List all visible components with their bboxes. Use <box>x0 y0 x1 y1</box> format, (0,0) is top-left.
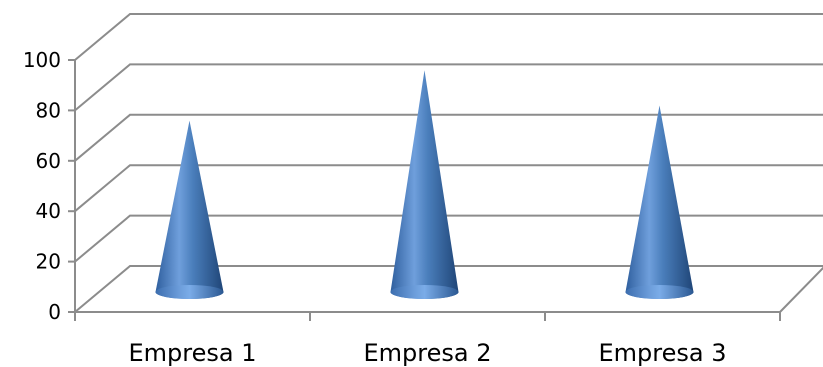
cone-1 <box>155 120 224 299</box>
y-tick-label: 20 <box>36 250 61 274</box>
floor-edge <box>779 266 823 313</box>
y-tick-label: 40 <box>36 199 61 223</box>
x-category-label: Empresa 3 <box>599 339 727 367</box>
y-tick-label: 0 <box>48 300 61 324</box>
cones <box>155 70 694 300</box>
gridline <box>74 13 823 61</box>
gridline <box>74 265 823 313</box>
axes <box>74 60 823 321</box>
gridline <box>74 164 823 212</box>
y-tick-label: 60 <box>36 149 61 173</box>
cone-2 <box>390 70 459 300</box>
y-tick-label: 80 <box>36 98 61 122</box>
y-axis-ticks: 0 20 40 60 80 100 <box>23 48 75 324</box>
x-category-label: Empresa 1 <box>129 339 257 367</box>
gridline <box>74 63 823 112</box>
gridlines <box>74 13 823 313</box>
x-category-label: Empresa 2 <box>364 339 492 367</box>
y-tick-label: 100 <box>23 48 61 72</box>
gridline <box>74 113 823 162</box>
cone-3 <box>625 105 694 300</box>
x-axis-labels: Empresa 1 Empresa 2 Empresa 3 <box>129 339 727 367</box>
gridline <box>74 214 823 263</box>
